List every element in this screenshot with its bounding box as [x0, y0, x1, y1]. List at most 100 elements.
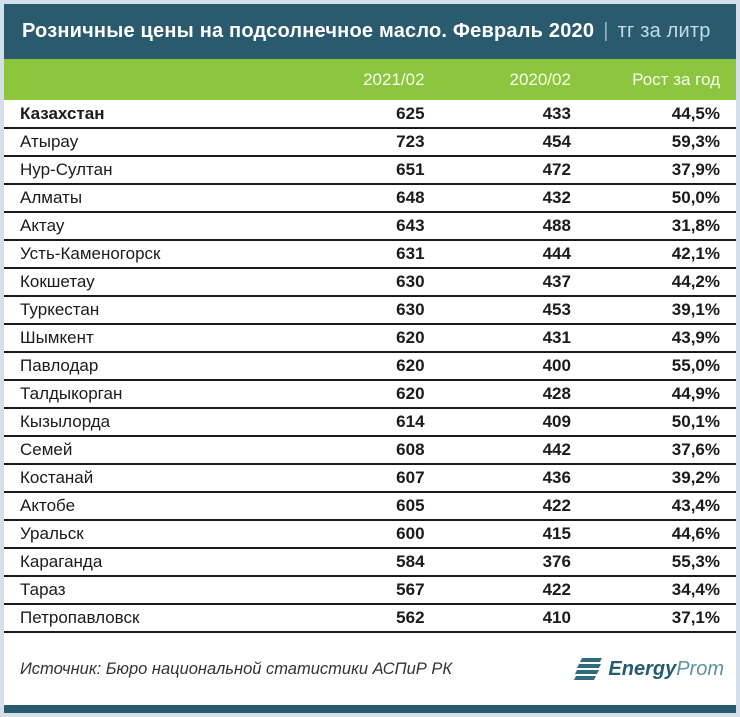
price-2021-02: 605	[318, 492, 429, 521]
region-name: Костанай	[4, 464, 319, 493]
region-name: Семей	[4, 436, 319, 465]
growth-year: 39,2%	[574, 464, 736, 493]
price-2020-02: 422	[428, 492, 575, 521]
price-2020-02: 442	[428, 436, 575, 465]
region-name: Актау	[4, 212, 319, 241]
price-2021-02: 614	[318, 408, 429, 437]
price-2021-02: 648	[318, 184, 429, 213]
table-row: Костанай 607 436 39,2%	[4, 464, 736, 493]
price-2020-02: 488	[428, 212, 575, 241]
price-2021-02: 567	[318, 576, 429, 605]
growth-year: 44,6%	[574, 520, 736, 549]
price-2021-02: 630	[318, 296, 429, 325]
price-2020-02: 437	[428, 268, 575, 297]
growth-year: 37,9%	[574, 156, 736, 185]
growth-year: 55,0%	[574, 352, 736, 381]
price-2021-02: 607	[318, 464, 429, 493]
title-separator: |	[603, 20, 609, 42]
region-name: Петропавловск	[4, 604, 319, 633]
table-row: Кокшетау 630 437 44,2%	[4, 268, 736, 297]
price-2021-02: 584	[318, 548, 429, 577]
region-name: Кокшетау	[4, 268, 319, 297]
table-row: Актау 643 488 31,8%	[4, 212, 736, 241]
region-name: Алматы	[4, 184, 319, 213]
source-note: Источник: Бюро национальной статистики А…	[20, 659, 453, 678]
table-row: Усть-Каменогорск 631 444 42,1%	[4, 240, 736, 269]
table-row: Актобе 605 422 43,4%	[4, 492, 736, 521]
table-row: Петропавловск 562 410 37,1%	[4, 604, 736, 633]
energyprom-bars-icon	[574, 658, 603, 680]
growth-year: 55,3%	[574, 548, 736, 577]
price-2020-02: 376	[428, 548, 575, 577]
price-2021-02: 723	[318, 128, 429, 157]
price-2020-02: 410	[428, 604, 575, 633]
region-name: Туркестан	[4, 296, 319, 325]
table-row: Туркестан 630 453 39,1%	[4, 296, 736, 325]
region-name: Атырау	[4, 128, 319, 157]
region-name: Шымкент	[4, 324, 319, 353]
table-row: Атырау 723 454 59,3%	[4, 128, 736, 157]
table-row: Кызылорда 614 409 50,1%	[4, 408, 736, 437]
logo-text-bold: Energy	[608, 657, 677, 680]
header-col-2021: 2021/02	[318, 59, 429, 100]
price-2020-02: 454	[428, 128, 575, 157]
page-title: Розничные цены на подсолнечное масло. Фе…	[22, 20, 595, 42]
header-region-blank	[4, 59, 319, 100]
table-row: Уральск 600 415 44,6%	[4, 520, 736, 549]
price-2021-02: 608	[318, 436, 429, 465]
region-name: Усть-Каменогорск	[4, 240, 319, 269]
price-2020-02: 444	[428, 240, 575, 269]
price-2020-02: 428	[428, 380, 575, 409]
bottom-accent-bar	[4, 705, 736, 713]
table-header: 2021/02 2020/02 Рост за год	[4, 59, 736, 100]
price-2021-02: 620	[318, 352, 429, 381]
region-name: Нур-Султан	[4, 156, 319, 185]
table-row: Талдыкорган 620 428 44,9%	[4, 380, 736, 409]
growth-year: 59,3%	[574, 128, 736, 157]
price-2020-02: 400	[428, 352, 575, 381]
price-2021-02: 630	[318, 268, 429, 297]
logo-text: EnergyProm	[608, 658, 724, 681]
region-name: Кызылорда	[4, 408, 319, 437]
footer: Источник: Бюро национальной статистики А…	[4, 633, 736, 703]
title-unit: тг за литр	[617, 20, 711, 42]
growth-year: 43,4%	[574, 492, 736, 521]
price-2020-02: 415	[428, 520, 575, 549]
growth-year: 44,9%	[574, 380, 736, 409]
growth-year: 50,0%	[574, 184, 736, 213]
price-2021-02: 562	[318, 604, 429, 633]
region-name: Павлодар	[4, 352, 319, 381]
table-row: Павлодар 620 400 55,0%	[4, 352, 736, 381]
table-row: Семей 608 442 37,6%	[4, 436, 736, 465]
price-table: 2021/02 2020/02 Рост за год Казахстан 625…	[4, 59, 736, 633]
region-name: Караганда	[4, 548, 319, 577]
header-col-growth: Рост за год	[574, 59, 736, 100]
header-row: 2021/02 2020/02 Рост за год	[4, 59, 736, 100]
region-name: Казахстан	[4, 100, 319, 129]
header-col-2020: 2020/02	[428, 59, 575, 100]
price-2021-02: 620	[318, 380, 429, 409]
price-2020-02: 433	[428, 100, 575, 129]
table-row: Тараз 567 422 34,4%	[4, 576, 736, 605]
energyprom-logo: EnergyProm	[574, 658, 724, 681]
price-2020-02: 472	[428, 156, 575, 185]
region-name: Тараз	[4, 576, 319, 605]
price-2020-02: 422	[428, 576, 575, 605]
region-name: Уральск	[4, 520, 319, 549]
table-row: Шымкент 620 431 43,9%	[4, 324, 736, 353]
logo-text-light: Prom	[676, 657, 724, 680]
price-2021-02: 631	[318, 240, 429, 269]
region-name: Актобе	[4, 492, 319, 521]
table-row: Алматы 648 432 50,0%	[4, 184, 736, 213]
growth-year: 44,2%	[574, 268, 736, 297]
growth-year: 43,9%	[574, 324, 736, 353]
price-2020-02: 409	[428, 408, 575, 437]
table-row: Нур-Султан 651 472 37,9%	[4, 156, 736, 185]
price-2020-02: 432	[428, 184, 575, 213]
growth-year: 39,1%	[574, 296, 736, 325]
growth-year: 37,1%	[574, 604, 736, 633]
region-name: Талдыкорган	[4, 380, 319, 409]
growth-year: 37,6%	[574, 436, 736, 465]
price-2020-02: 453	[428, 296, 575, 325]
